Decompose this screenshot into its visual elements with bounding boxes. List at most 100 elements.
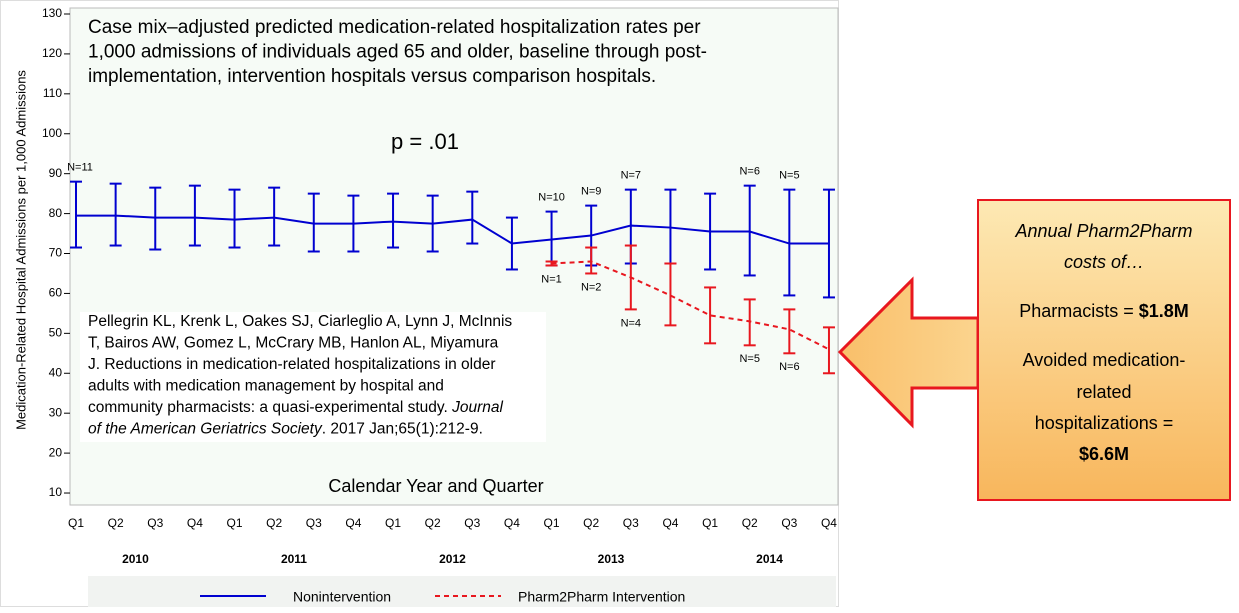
citation-box xyxy=(80,312,546,442)
x-axis-label: Calendar Year and Quarter xyxy=(328,476,543,496)
x-tick-label: Q3 xyxy=(781,516,797,530)
x-tick-label: Q1 xyxy=(227,516,243,530)
callout-label: Pharmacists = xyxy=(1019,301,1139,321)
x-tick-label: Q2 xyxy=(425,516,441,530)
legend-label: Nonintervention xyxy=(293,589,391,605)
x-tick-label: Q4 xyxy=(821,516,837,530)
y-tick-label: 130 xyxy=(42,6,62,20)
citation-text: . 2017 Jan;65(1):212-9. xyxy=(322,421,483,438)
y-tick-label: 100 xyxy=(42,126,62,140)
callout-heading: Annual Pharm2Pharm xyxy=(1014,221,1192,241)
n-label: N=10 xyxy=(538,191,565,203)
n-label: N=11 xyxy=(67,162,93,174)
chart-title: Case mix–adjusted predicted medication-r… xyxy=(88,17,701,38)
citation-line: J. Reductions in medication-related hosp… xyxy=(88,356,496,373)
callout-value: $6.6M xyxy=(1079,444,1129,464)
error-bar xyxy=(743,184,756,277)
citation-line: adults with medication management by hos… xyxy=(88,378,444,395)
x-tick-label: Q1 xyxy=(702,516,718,530)
x-group-label: 2013 xyxy=(598,552,625,566)
error-bar xyxy=(585,246,598,275)
citation-line: T, Bairos AW, Gomez L, McCrary MB, Hanlo… xyxy=(88,335,499,352)
chart-title: 1,000 admissions of individuals aged 65 … xyxy=(88,42,707,63)
y-tick-label: 70 xyxy=(49,246,63,260)
x-group-label: 2011 xyxy=(281,552,307,566)
x-tick-label: Q1 xyxy=(385,516,401,530)
error-bar xyxy=(783,188,796,297)
x-tick-label: Q4 xyxy=(504,516,520,530)
x-group-label: 2010 xyxy=(122,552,149,566)
n-label: N=7 xyxy=(621,170,642,182)
x-tick-label: Q3 xyxy=(464,516,480,530)
error-bar xyxy=(624,244,637,311)
callout-value: $1.8M xyxy=(1139,301,1189,321)
y-tick-label: 60 xyxy=(49,286,63,300)
citation-text: community pharmacists: a quasi-experimen… xyxy=(88,399,452,416)
y-tick-label: 40 xyxy=(49,365,63,379)
series-line xyxy=(551,260,830,351)
arrow xyxy=(837,276,980,429)
y-tick-label: 80 xyxy=(49,206,63,220)
error-bar xyxy=(347,194,360,253)
citation-text: of the American Geriatrics Society xyxy=(88,421,323,438)
error-bar xyxy=(188,184,201,247)
x-tick-label: Q4 xyxy=(662,516,678,530)
legend-label: Pharm2Pharm Intervention xyxy=(518,589,685,605)
callout-line: hospitalizations = xyxy=(1035,413,1174,433)
callout-line: related xyxy=(1076,382,1131,402)
y-axis-label: Medication-Related Hospital Admissions p… xyxy=(13,70,28,430)
n-label: N=1 xyxy=(541,273,562,285)
error-bar xyxy=(704,286,717,345)
error-bar xyxy=(268,186,281,247)
error-bar xyxy=(307,192,320,253)
n-label: N=2 xyxy=(581,281,602,293)
citation-line: of the American Geriatrics Society. 2017… xyxy=(88,421,483,438)
x-tick-label: Q3 xyxy=(623,516,639,530)
error-bar xyxy=(149,186,162,251)
y-tick-label: 110 xyxy=(43,86,62,100)
citation-text: Journal xyxy=(451,399,503,416)
x-tick-label: Q3 xyxy=(147,516,163,530)
error-bar xyxy=(704,192,717,271)
error-bar xyxy=(505,216,518,271)
error-bar xyxy=(109,182,122,247)
p-value: p = .01 xyxy=(391,129,459,154)
callout-line: Avoided medication- xyxy=(1023,350,1186,370)
x-tick-label: Q2 xyxy=(266,516,282,530)
error-bar xyxy=(783,308,796,355)
x-tick-label: Q3 xyxy=(306,516,322,530)
error-bar xyxy=(466,190,479,245)
error-bar xyxy=(545,260,558,267)
x-tick-label: Q2 xyxy=(742,516,758,530)
callout-line: Pharmacists = $1.8M xyxy=(1019,301,1189,321)
error-bar xyxy=(822,188,835,299)
error-bar xyxy=(743,298,756,347)
x-group-label: 2012 xyxy=(439,552,466,566)
error-bar xyxy=(664,262,677,327)
x-tick-label: Q2 xyxy=(583,516,599,530)
citation-text: T, Bairos AW, Gomez L, McCrary MB, Hanlo… xyxy=(88,335,499,352)
n-label: N=4 xyxy=(621,317,642,329)
x-tick-label: Q1 xyxy=(544,516,560,530)
citation-line: community pharmacists: a quasi-experimen… xyxy=(88,399,504,416)
citation-text: Pellegrin KL, Krenk L, Oakes SJ, Ciarleg… xyxy=(88,313,512,330)
n-label: N=5 xyxy=(739,353,760,365)
y-tick-label: 10 xyxy=(49,485,63,499)
n-label: N=9 xyxy=(581,186,602,198)
x-tick-label: Q4 xyxy=(187,516,203,530)
series-line xyxy=(76,214,829,245)
error-bar xyxy=(387,192,400,249)
error-bar xyxy=(426,194,439,253)
x-tick-label: Q4 xyxy=(345,516,361,530)
error-bar xyxy=(70,180,82,249)
citation-text: J. Reductions in medication-related hosp… xyxy=(88,356,496,373)
y-tick-label: 30 xyxy=(49,405,63,419)
n-label: N=5 xyxy=(779,170,800,182)
callout-box xyxy=(977,199,1231,501)
n-label: N=6 xyxy=(779,361,800,373)
error-bar xyxy=(228,188,241,249)
x-group-label: 2014 xyxy=(756,552,783,566)
error-bar xyxy=(822,326,835,375)
